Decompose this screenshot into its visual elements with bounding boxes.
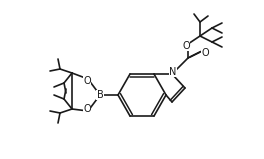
Text: O: O (201, 48, 209, 58)
Text: N: N (169, 67, 177, 77)
Text: B: B (97, 90, 103, 100)
Text: O: O (83, 76, 91, 86)
Text: O: O (182, 41, 190, 51)
Text: O: O (83, 104, 91, 114)
